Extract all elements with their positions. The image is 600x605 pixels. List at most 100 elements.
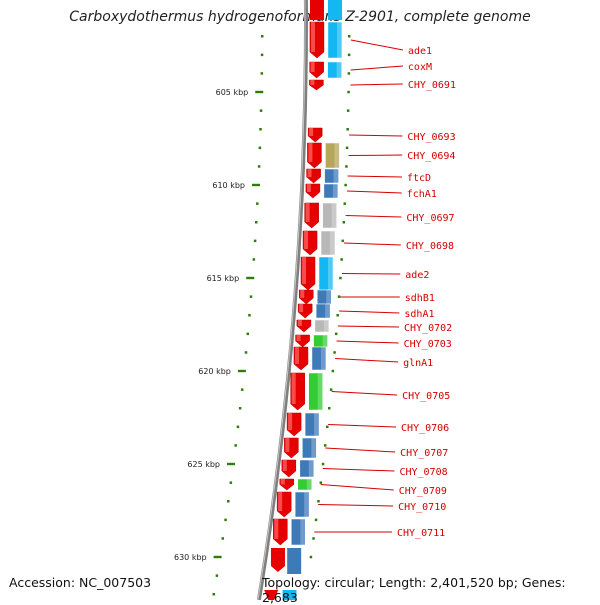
cog-block bbox=[311, 346, 327, 371]
cds-arrow-shade bbox=[309, 128, 314, 136]
cds-arrow-shade bbox=[282, 460, 287, 471]
minor-tick bbox=[259, 128, 262, 131]
gene-leader-line bbox=[339, 310, 400, 314]
gene-leader-line bbox=[318, 504, 394, 507]
cds-arrow-shade bbox=[302, 257, 307, 284]
cog-block-shade bbox=[333, 169, 339, 183]
kbp-label: 610 kbp bbox=[212, 181, 245, 190]
minor-tick bbox=[345, 146, 349, 150]
gene-label: ade2 bbox=[405, 270, 429, 281]
major-tick bbox=[237, 369, 246, 373]
gene-label: CHY_0711 bbox=[397, 528, 445, 539]
gene-leader-line bbox=[320, 484, 394, 491]
minor-tick bbox=[234, 444, 237, 447]
cds-arrow-shade bbox=[306, 184, 311, 192]
minor-tick bbox=[334, 332, 338, 336]
major-tick bbox=[227, 462, 236, 466]
gene-leader-line bbox=[350, 65, 403, 71]
minor-tick bbox=[327, 407, 331, 410]
cog-block-shade bbox=[314, 413, 320, 436]
minor-tick bbox=[260, 35, 264, 38]
gene-leader-line bbox=[341, 273, 401, 275]
minor-tick bbox=[317, 500, 320, 503]
cog-block-shade bbox=[330, 231, 336, 255]
gene-leader-line bbox=[325, 447, 396, 453]
cog-block bbox=[315, 303, 331, 319]
cog-blocks bbox=[282, 0, 343, 600]
minor-tick bbox=[246, 332, 250, 336]
cog-block bbox=[314, 319, 330, 333]
gene-label: CHY_0709 bbox=[399, 486, 447, 497]
cog-block bbox=[287, 548, 302, 574]
cds-arrow-shade bbox=[299, 304, 304, 312]
minor-tick bbox=[336, 314, 339, 317]
minor-tick bbox=[221, 537, 225, 540]
minor-tick bbox=[326, 425, 329, 429]
cds-arrow-shade bbox=[310, 62, 315, 72]
cog-block bbox=[302, 437, 317, 459]
cds-arrow bbox=[270, 548, 285, 572]
cog-block bbox=[323, 183, 339, 199]
cds-arrow-shade bbox=[280, 479, 285, 485]
minor-tick bbox=[340, 258, 343, 261]
cog-block bbox=[308, 372, 323, 411]
minor-tick bbox=[314, 518, 318, 522]
gene-leader-line bbox=[328, 424, 397, 428]
gene-label: CHY_0691 bbox=[408, 80, 456, 91]
minor-tick bbox=[331, 369, 335, 373]
minor-tick bbox=[259, 109, 263, 112]
cds-arrow-shade bbox=[278, 492, 283, 511]
cog-block-shade bbox=[334, 143, 340, 168]
gene-label: CHY_0703 bbox=[404, 339, 452, 350]
cog-block bbox=[299, 459, 315, 478]
gene-leader-line bbox=[344, 242, 401, 246]
cds-arrow-shade bbox=[291, 373, 296, 404]
cds-arrow-shade bbox=[308, 143, 313, 162]
major-tick bbox=[246, 276, 255, 280]
cog-block bbox=[320, 230, 336, 256]
cds-arrow-shade bbox=[285, 438, 290, 452]
minor-tick bbox=[236, 425, 240, 429]
backbone-group bbox=[256, 0, 308, 600]
kbp-label: 620 kbp bbox=[198, 367, 231, 376]
gene-leader-line bbox=[346, 190, 402, 194]
backbone-line bbox=[256, 0, 308, 600]
cog-block-shade bbox=[331, 203, 337, 228]
cog-block bbox=[327, 0, 342, 20]
minor-tick bbox=[260, 72, 264, 75]
cds-arrow-shade bbox=[296, 335, 301, 341]
minor-tick bbox=[341, 239, 345, 243]
kbp-labels: 605 kbp 610 kbp 615 kbp 620 kbp 625 kbp 630 k… bbox=[174, 88, 248, 562]
cog-block-shade bbox=[317, 373, 323, 410]
cds-arrow-shade bbox=[304, 231, 309, 249]
minor-tick bbox=[226, 500, 230, 503]
minor-tick bbox=[329, 388, 333, 391]
minor-tick bbox=[344, 183, 347, 187]
major-tick bbox=[251, 183, 260, 187]
kbp-label: 605 kbp bbox=[216, 88, 249, 97]
kbp-label: 625 kbp bbox=[187, 460, 220, 469]
cds-arrow-shade bbox=[300, 290, 305, 298]
minor-tick bbox=[342, 221, 346, 224]
topology-label: Topology: circular; Length: 2,401,520 bp… bbox=[262, 575, 566, 605]
cog-block bbox=[324, 168, 339, 184]
gene-label: ftcD bbox=[407, 173, 431, 184]
cds-arrow-shade bbox=[297, 320, 302, 326]
gene-label: ade1 bbox=[408, 46, 432, 57]
major-tick bbox=[255, 90, 264, 94]
cog-block-shade bbox=[320, 347, 326, 370]
gene-leader-line bbox=[348, 154, 403, 156]
cds-arrow-shade bbox=[310, 80, 315, 85]
cds-arrow-shade bbox=[310, 22, 315, 52]
cds-arrow-shade bbox=[274, 519, 279, 539]
minor-tick bbox=[321, 462, 325, 466]
cog-block-shade bbox=[304, 492, 310, 517]
minor-tick bbox=[258, 146, 262, 150]
cds-arrow bbox=[264, 590, 279, 600]
gene-label: CHY_0708 bbox=[399, 467, 447, 478]
cog-block bbox=[291, 518, 306, 546]
gene-label: CHY_0694 bbox=[407, 151, 455, 162]
gene-label: coxM bbox=[408, 62, 432, 73]
map-title: Carboxydothermus hydrogenoformans Z-2901… bbox=[69, 9, 531, 25]
